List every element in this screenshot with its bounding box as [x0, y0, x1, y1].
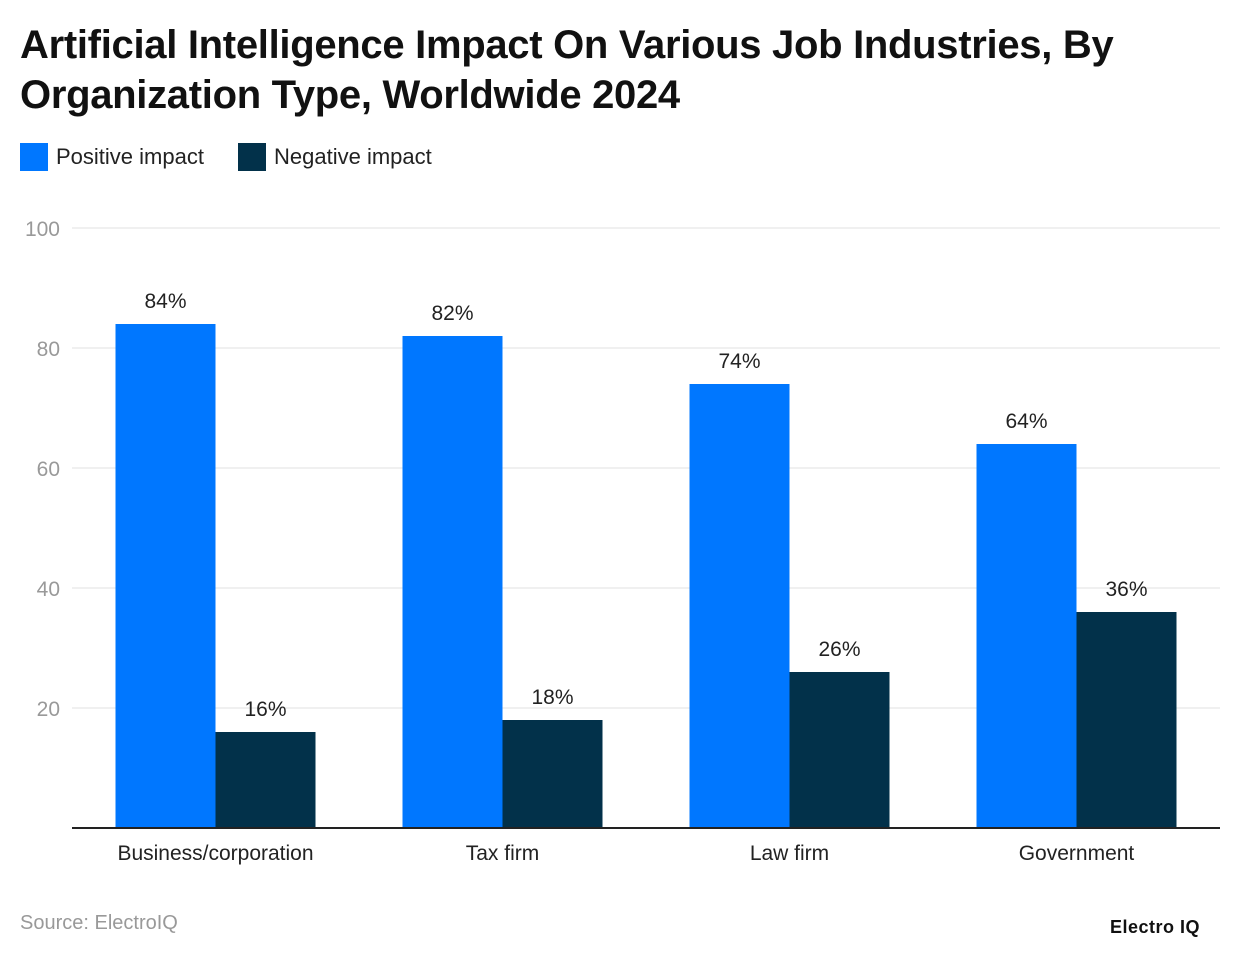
data-label: 16% — [244, 698, 286, 721]
data-label: 26% — [818, 638, 860, 661]
data-label: 64% — [1005, 410, 1047, 433]
legend-positive: Positive impact — [20, 143, 204, 171]
electroiq-logo: Electro IQ — [1110, 917, 1201, 937]
bar-positive — [689, 384, 790, 828]
source-text: Source: ElectroIQ — [20, 912, 178, 934]
data-label: 18% — [531, 686, 573, 709]
bar-positive — [115, 324, 216, 828]
data-label: 74% — [718, 350, 760, 373]
x-tick-label: Government — [1019, 842, 1135, 865]
bar-positive — [402, 336, 503, 828]
chart-title: Artificial Intelligence Impact On Variou… — [20, 23, 1114, 117]
y-tick-label: 40 — [37, 578, 60, 601]
data-label: 36% — [1105, 578, 1147, 601]
y-tick-label: 80 — [37, 338, 60, 361]
bar-negative — [789, 672, 890, 828]
legend-label-positive: Positive impact — [56, 144, 204, 169]
bar-negative — [215, 732, 316, 828]
data-label: 82% — [431, 302, 473, 325]
legend-swatch-positive — [20, 143, 48, 171]
legend-label-negative: Negative impact — [274, 144, 432, 169]
legend-negative: Negative impact — [238, 143, 432, 171]
bar-negative — [502, 720, 603, 828]
x-tick-label: Business/corporation — [117, 842, 313, 865]
data-label: 84% — [144, 290, 186, 313]
bar-positive — [976, 444, 1077, 828]
y-tick-label: 60 — [37, 458, 60, 481]
legend-swatch-negative — [238, 143, 266, 171]
y-tick-label: 100 — [25, 218, 60, 241]
bar-negative — [1076, 612, 1177, 828]
y-tick-label: 20 — [37, 698, 60, 721]
x-tick-label: Tax firm — [466, 842, 540, 865]
x-tick-label: Law firm — [750, 842, 829, 865]
